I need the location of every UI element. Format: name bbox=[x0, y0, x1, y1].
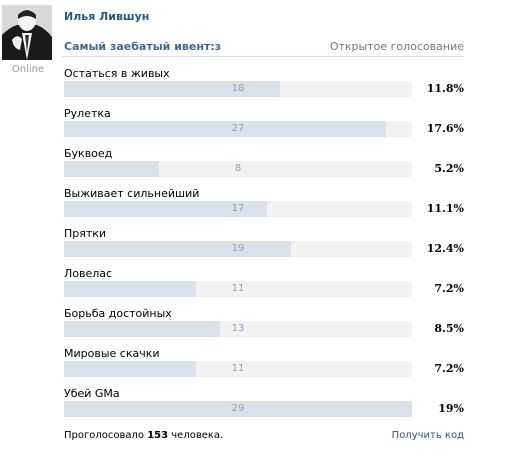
option-bar: 17 bbox=[64, 201, 412, 217]
option-bar: 27 bbox=[64, 121, 412, 137]
total-votes: Проголосовало 153 человека. bbox=[64, 430, 223, 441]
poll-option-5[interactable]: Ловелас 11 7.2% bbox=[64, 265, 464, 305]
total-prefix: Проголосовало bbox=[64, 430, 145, 441]
poll-option-0[interactable]: Остаться в живых 18 11.8% bbox=[64, 65, 464, 105]
option-bar: 18 bbox=[64, 81, 412, 97]
option-votes: 17 bbox=[231, 203, 245, 214]
poll-option-8[interactable]: Убей GMa 29 19% bbox=[64, 385, 464, 425]
option-label: Рулетка bbox=[64, 107, 111, 120]
option-votes: 8 bbox=[234, 163, 242, 174]
option-bar-fill bbox=[64, 161, 160, 177]
poll-options: Остаться в живых 18 11.8% Рулетка 27 17.… bbox=[64, 65, 464, 425]
poll-type: Открытое голосование bbox=[329, 40, 464, 53]
avatar-image bbox=[2, 5, 52, 60]
author-name[interactable]: Илья Лившун bbox=[64, 10, 150, 23]
option-label: Остаться в живых bbox=[64, 67, 170, 80]
option-percent: 5.2% bbox=[434, 162, 464, 175]
option-label: Буквоед bbox=[64, 147, 113, 160]
total-count: 153 bbox=[147, 430, 169, 441]
get-code-link[interactable]: Получить код bbox=[391, 430, 464, 441]
option-label: Борьба достойных bbox=[64, 307, 172, 320]
option-percent: 12.4% bbox=[426, 242, 464, 255]
option-bar-fill bbox=[64, 81, 281, 97]
option-percent: 11.1% bbox=[426, 202, 464, 215]
option-label: Выживает сильнейший bbox=[64, 187, 200, 200]
option-bar-fill bbox=[64, 321, 220, 337]
option-bar-fill bbox=[64, 241, 292, 257]
option-label: Убей GMa bbox=[64, 387, 120, 400]
option-bar: 11 bbox=[64, 281, 412, 297]
option-label: Мировые скачки bbox=[64, 347, 160, 360]
option-bar: 11 bbox=[64, 361, 412, 377]
option-bar: 29 bbox=[64, 401, 412, 417]
poll-option-7[interactable]: Мировые скачки 11 7.2% bbox=[64, 345, 464, 385]
option-votes: 18 bbox=[231, 83, 245, 94]
option-bar-fill bbox=[64, 281, 196, 297]
poll-option-4[interactable]: Прятки 19 12.4% bbox=[64, 225, 464, 265]
option-votes: 11 bbox=[231, 283, 245, 294]
total-suffix: человека. bbox=[171, 430, 224, 441]
option-bar-fill bbox=[64, 201, 268, 217]
option-bar: 13 bbox=[64, 321, 412, 337]
poll-option-1[interactable]: Рулетка 27 17.6% bbox=[64, 105, 464, 145]
option-percent: 8.5% bbox=[434, 322, 464, 335]
divider bbox=[62, 56, 464, 57]
option-bar: 8 bbox=[64, 161, 412, 177]
option-bar: 19 bbox=[64, 241, 412, 257]
option-bar-fill bbox=[64, 121, 387, 137]
option-percent: 7.2% bbox=[434, 362, 464, 375]
option-votes: 11 bbox=[231, 363, 245, 374]
option-percent: 7.2% bbox=[434, 282, 464, 295]
poll-option-6[interactable]: Борьба достойных 13 8.5% bbox=[64, 305, 464, 345]
option-votes: 27 bbox=[231, 123, 245, 134]
option-votes: 29 bbox=[231, 403, 245, 414]
poll-option-3[interactable]: Выживает сильнейший 17 11.1% bbox=[64, 185, 464, 225]
poll-title: Самый заебатый ивент:з bbox=[64, 40, 222, 53]
online-status: Online bbox=[11, 64, 45, 75]
option-percent: 19% bbox=[438, 402, 464, 415]
option-percent: 17.6% bbox=[426, 122, 464, 135]
option-votes: 19 bbox=[231, 243, 245, 254]
option-percent: 11.8% bbox=[426, 82, 464, 95]
option-bar-fill bbox=[64, 401, 412, 417]
poll-option-2[interactable]: Буквоед 8 5.2% bbox=[64, 145, 464, 185]
option-votes: 13 bbox=[231, 323, 245, 334]
option-label: Ловелас bbox=[64, 267, 113, 280]
option-label: Прятки bbox=[64, 227, 107, 240]
option-bar-fill bbox=[64, 361, 196, 377]
avatar[interactable] bbox=[2, 5, 52, 60]
